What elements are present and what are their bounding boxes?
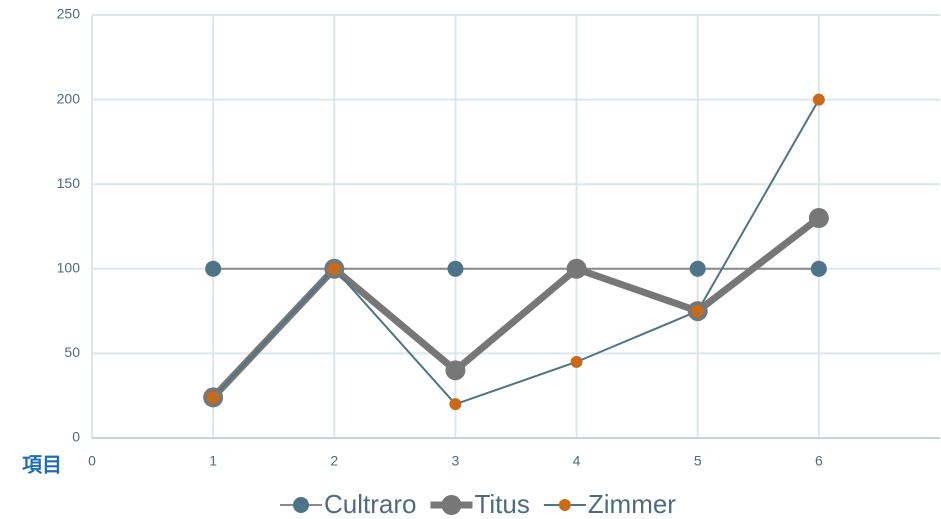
x-tick-label: 0 — [88, 453, 96, 469]
y-tick-label: 100 — [57, 260, 81, 276]
point — [808, 208, 829, 229]
x-tick-label: 2 — [330, 453, 338, 469]
point — [810, 260, 827, 277]
legend-marker — [441, 495, 462, 515]
point — [205, 260, 222, 277]
x-axis-label: 項目 — [22, 454, 62, 476]
series-line — [210, 215, 821, 400]
point — [207, 391, 220, 404]
point — [570, 355, 583, 368]
x-tick-label: 1 — [209, 453, 217, 469]
point — [445, 360, 466, 381]
x-tick-label: 4 — [573, 453, 581, 469]
y-tick-label: 150 — [57, 175, 81, 191]
y-tick-label: 50 — [64, 344, 80, 360]
y-tick-label: 250 — [57, 6, 81, 22]
point — [447, 260, 464, 277]
legend-label: Cultraro — [324, 489, 416, 519]
series-line — [212, 99, 820, 406]
x-tick-label: 5 — [694, 453, 702, 469]
point — [691, 305, 704, 318]
legend-label: Zimmer — [588, 489, 676, 519]
point — [566, 258, 587, 279]
y-tick-label: 200 — [57, 90, 81, 106]
point — [328, 262, 341, 275]
point — [449, 398, 462, 411]
x-tick-label: 3 — [452, 453, 460, 469]
y-tick-label: 0 — [72, 429, 80, 445]
legend-label: Titus — [474, 489, 529, 519]
legend-marker — [558, 499, 571, 511]
point — [812, 93, 825, 106]
x-tick-label: 6 — [815, 453, 823, 469]
point — [689, 260, 706, 277]
legend-marker — [293, 497, 309, 513]
